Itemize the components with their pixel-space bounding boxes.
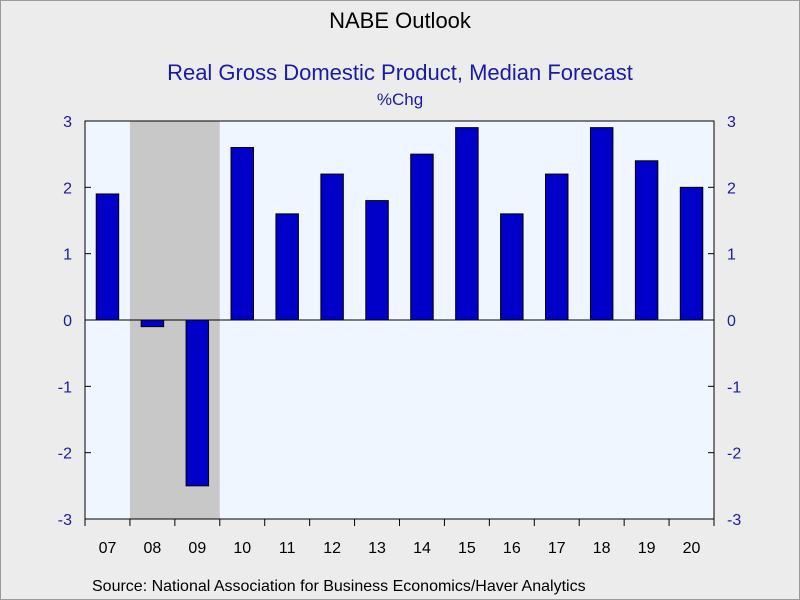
- bar-11: [275, 213, 299, 321]
- y-tick-label-left: 1: [63, 247, 72, 264]
- bar-15: [455, 127, 479, 321]
- y-tick-label-right: -1: [727, 379, 741, 396]
- x-tick-label: 13: [368, 540, 386, 557]
- y-tick-label-left: 0: [63, 313, 72, 330]
- x-tick-label: 11: [279, 540, 296, 557]
- y-tick-label-right: -2: [727, 446, 741, 463]
- source-note: Source: National Association for Busines…: [92, 578, 586, 595]
- bar-17: [545, 173, 569, 321]
- y-tick-label-right: -3: [727, 512, 741, 529]
- y-tick-label-right: 1: [727, 247, 736, 264]
- bar-19: [634, 160, 659, 321]
- x-tick-label: 07: [99, 540, 117, 557]
- bar-16: [500, 213, 524, 321]
- y-tick-label-left: -2: [58, 446, 72, 463]
- bar-13: [365, 200, 389, 321]
- x-tick-label: 15: [458, 540, 476, 557]
- y-tick-label-right: 3: [727, 114, 736, 131]
- bar-08: [140, 319, 165, 328]
- bar-18: [589, 127, 614, 321]
- x-tick-label: 17: [548, 540, 566, 557]
- bar-14: [410, 153, 434, 321]
- bar-07: [95, 193, 120, 321]
- x-tick-label: 20: [683, 540, 701, 557]
- y-tick-label-left: -1: [58, 379, 72, 396]
- x-tick-label: 16: [503, 540, 521, 557]
- bar-09: [185, 319, 210, 487]
- x-tick-label: 19: [638, 540, 656, 557]
- bar-10: [230, 147, 254, 321]
- y-tick-label-left: 3: [63, 114, 72, 131]
- chart-subtitle: Real Gross Domestic Product, Median Fore…: [167, 60, 633, 85]
- x-tick-label: 18: [593, 540, 611, 557]
- bar-12: [320, 173, 344, 321]
- bar-20: [679, 186, 704, 321]
- y-tick-label-right: 2: [727, 180, 736, 197]
- chart-unit-label: %Chg: [376, 90, 424, 109]
- x-tick-label: 09: [188, 540, 206, 557]
- x-tick-label: 10: [233, 540, 251, 557]
- x-tick-label: 12: [323, 540, 341, 557]
- chart-title: NABE Outlook: [329, 8, 471, 33]
- x-tick-label: 14: [413, 540, 431, 557]
- y-tick-label-left: 2: [63, 180, 72, 197]
- x-tick-label: 08: [143, 540, 161, 557]
- y-tick-label-left: -3: [58, 512, 72, 529]
- y-tick-label-right: 0: [727, 313, 736, 330]
